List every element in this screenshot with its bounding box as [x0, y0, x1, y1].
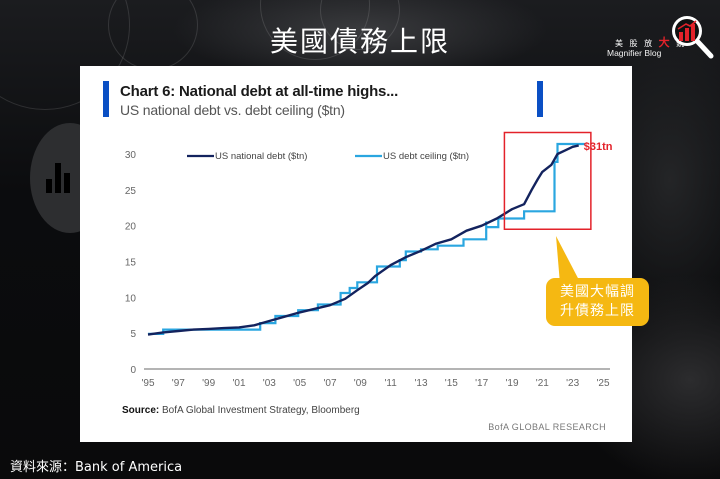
chart-title: Chart 6: National debt at all-time highs… — [120, 83, 399, 100]
y-tick-label: 20 — [125, 222, 137, 233]
logo-en-text: Magnifier Blog — [607, 48, 662, 58]
x-tick-label: '19 — [505, 378, 518, 389]
highlight-box — [503, 131, 592, 230]
annotation-31tn: $31tn — [584, 141, 613, 153]
x-tick-label: '95 — [141, 378, 154, 389]
footer-source: 資料來源：Bank of America — [10, 460, 183, 475]
magnifier-bar-chart-icon — [672, 16, 714, 59]
x-tick-label: '15 — [445, 378, 458, 389]
legend-label-national-debt: US national debt ($tn) — [215, 151, 307, 162]
x-tick-label: '99 — [202, 378, 215, 389]
x-tick-label: '25 — [596, 378, 609, 389]
y-tick-label: 15 — [125, 258, 137, 269]
series-debt-ceiling — [148, 142, 585, 335]
y-tick-label: 5 — [130, 329, 136, 340]
callout-line-1: 美國大幅調 — [560, 284, 635, 300]
y-tick-label: 25 — [125, 186, 137, 197]
x-axis-ticks: '95 '97 '99 '01 '03 '05 '07 '09 '11 '13 '15 '17 '19 '… — [141, 378, 609, 389]
page-title: 美國債務上限 — [269, 25, 450, 58]
x-tick-label: '01 — [232, 378, 245, 389]
x-tick-label: '09 — [354, 378, 367, 389]
series-national-debt — [147, 144, 579, 336]
y-axis-ticks: 0 5 10 15 20 25 30 — [125, 150, 137, 376]
callout-bubble: 美國大幅調 升債務上限 — [546, 278, 649, 326]
magnifier-blog-logo[interactable]: 美 股 放 大 鏡 Magnifier Blog — [600, 10, 720, 62]
chart-legend: US national debt ($tn) US debt ceiling (… — [187, 151, 469, 162]
x-tick-label: '03 — [263, 378, 276, 389]
accent-bar-right — [537, 81, 543, 117]
chart-subtitle: US national debt vs. debt ceiling ($tn) — [120, 102, 345, 118]
x-tick-label: '11 — [385, 378, 398, 389]
x-tick-label: '17 — [475, 378, 488, 389]
bofa-brand: BofA GLOBAL RESEARCH — [488, 422, 606, 432]
x-tick-label: '05 — [293, 378, 306, 389]
y-tick-label: 30 — [125, 150, 137, 161]
chart-card: Chart 6: National debt at all-time highs… — [80, 66, 632, 442]
y-tick-label: 10 — [125, 293, 137, 304]
x-tick-label: '07 — [323, 378, 336, 389]
legend-label-debt-ceiling: US debt ceiling ($tn) — [383, 151, 469, 162]
x-tick-label: '13 — [414, 378, 427, 389]
x-tick-label: '23 — [566, 378, 579, 389]
callout-line-2: 升債務上限 — [560, 303, 635, 319]
x-tick-label: '97 — [172, 378, 185, 389]
y-tick-label: 0 — [130, 365, 136, 376]
x-tick-label: '21 — [536, 378, 549, 389]
bar-chart-icon — [46, 163, 70, 193]
chart-source: Source: BofA Global Investment Strategy,… — [122, 405, 360, 416]
line-chart: 0 5 10 15 20 25 30 '95 '97 '99 '01 '03 '05 '07 '09 '11… — [125, 131, 613, 389]
title-accent-bar — [103, 81, 109, 117]
